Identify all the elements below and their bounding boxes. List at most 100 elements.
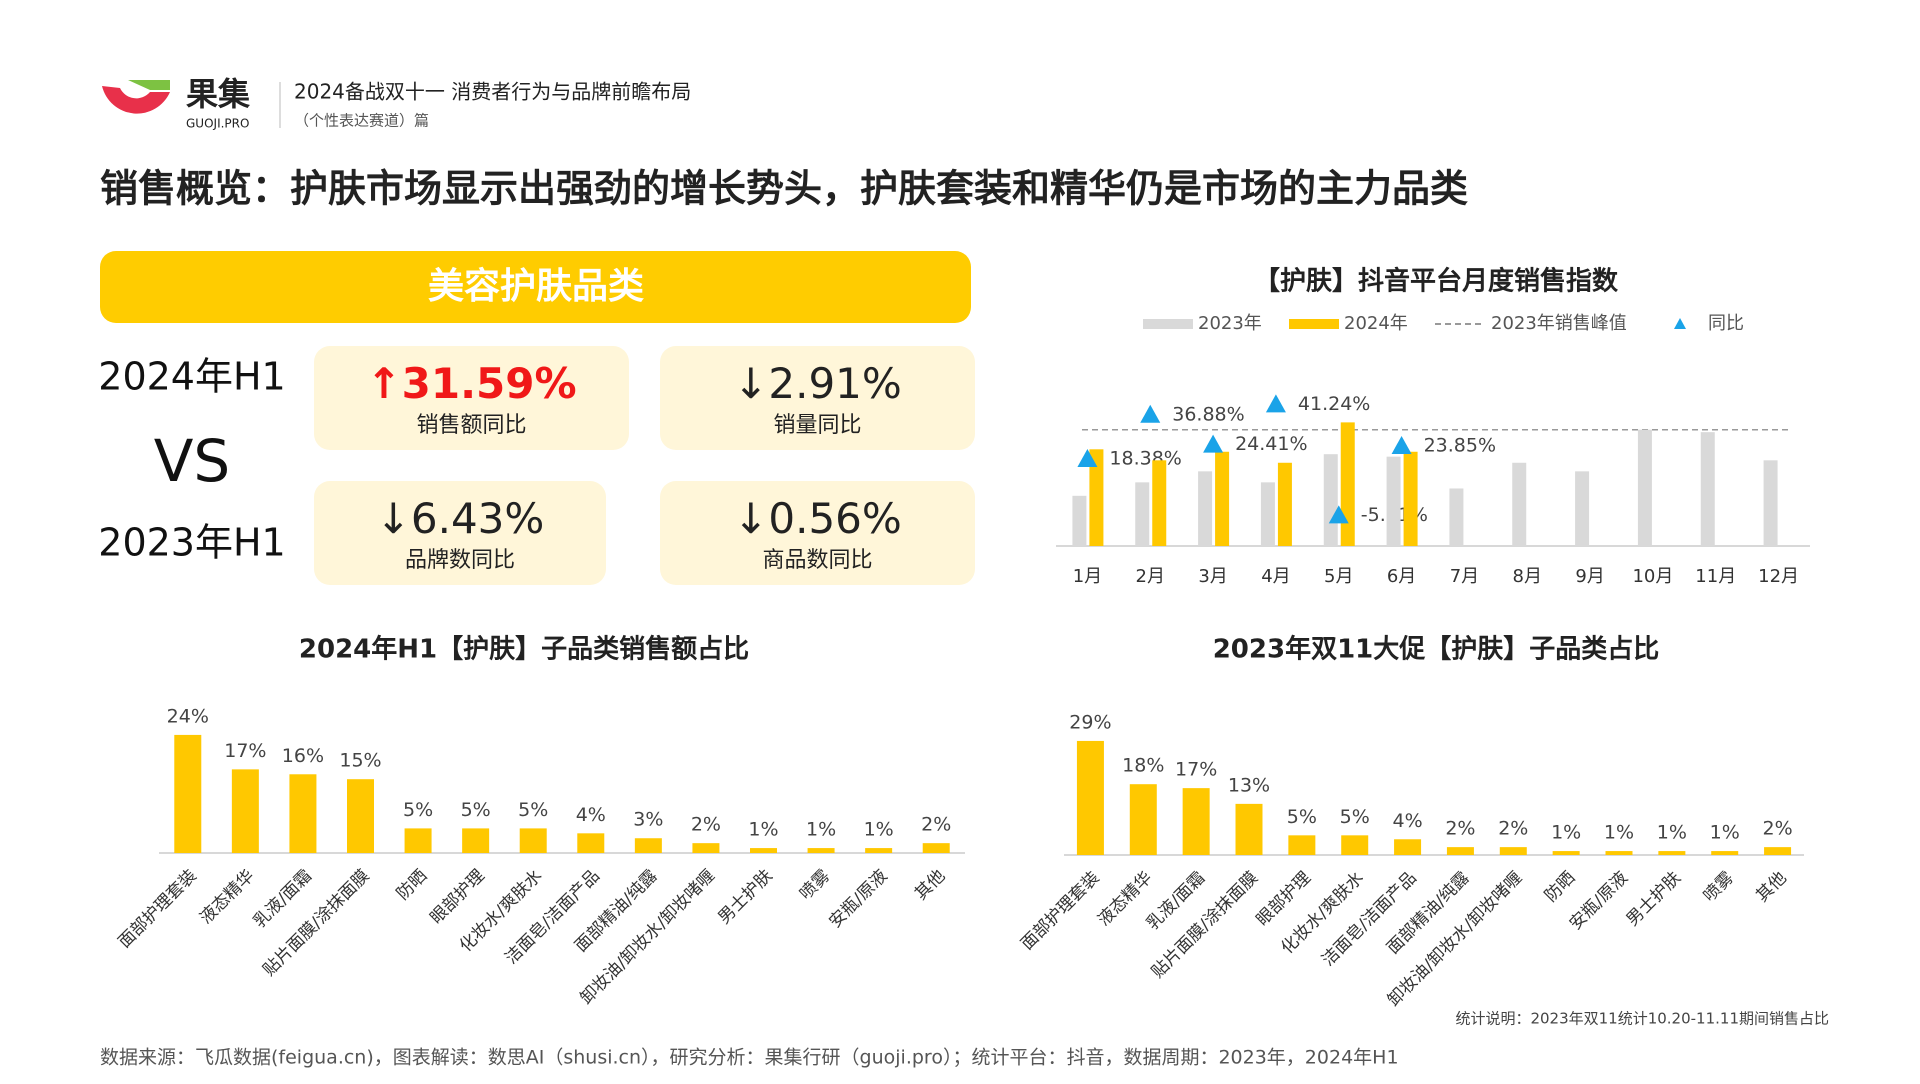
data-label: 4% xyxy=(1392,810,1422,832)
x-tick-label: 5月 xyxy=(1324,566,1353,587)
data-label: 41.24% xyxy=(1298,393,1370,415)
x-tick-label: 防晒 xyxy=(393,866,431,904)
chart-note: 统计说明：2023年双11统计10.20-11.11期间销售占比 xyxy=(1455,1010,1829,1028)
kpi-number: 2.91% xyxy=(768,359,901,408)
data-label: 1% xyxy=(864,819,894,841)
logo-leaf xyxy=(128,80,170,90)
data-label: 24% xyxy=(167,705,209,727)
data-label: 24.41% xyxy=(1235,433,1307,455)
logo-sub: GUOJI.PRO xyxy=(186,117,249,131)
x-tick-label: 男士护肤 xyxy=(714,866,776,928)
data-label: 18% xyxy=(1122,755,1164,777)
bar xyxy=(634,838,662,853)
data-label: 5% xyxy=(461,799,491,821)
bar xyxy=(1235,803,1263,855)
bar xyxy=(1763,460,1778,546)
bar xyxy=(1658,851,1686,855)
x-tick-label: 2月 xyxy=(1136,566,1165,587)
bar xyxy=(577,833,605,853)
period-b: 2023年H1 xyxy=(98,521,285,565)
bar xyxy=(1499,847,1527,855)
bar xyxy=(1403,451,1418,546)
x-tick-label: 9月 xyxy=(1575,566,1604,587)
bar xyxy=(865,848,893,853)
kpi-number: 0.56% xyxy=(768,494,901,543)
bar xyxy=(1605,851,1633,855)
banner-text: 美容护肤品类 xyxy=(428,266,644,307)
data-label: 2% xyxy=(691,814,721,836)
legend-label: 2023年销售峰值 xyxy=(1491,313,1627,334)
data-label: 36.88% xyxy=(1172,403,1244,425)
bar xyxy=(404,828,432,853)
data-label: 16% xyxy=(282,745,324,767)
kpi-label: 销量同比 xyxy=(773,413,861,438)
legend-swatch xyxy=(1674,318,1686,329)
bar xyxy=(174,734,202,853)
bar xyxy=(692,843,720,853)
bar xyxy=(289,774,317,853)
bar xyxy=(1394,839,1422,855)
legend-swatch xyxy=(1143,319,1193,329)
x-tick-label: 安瓶/原液 xyxy=(825,866,891,932)
data-label: 5% xyxy=(1340,806,1370,828)
chart-title: 2024年H1【护肤】子品类销售额占比 xyxy=(299,634,749,665)
x-tick-label: 1月 xyxy=(1073,566,1102,587)
x-tick-label: 防晒 xyxy=(1541,868,1579,906)
x-tick-label: 3月 xyxy=(1198,566,1227,587)
kpi-label: 商品数同比 xyxy=(762,548,872,573)
report-title: 2024备战双十一 消费者行为与品牌前瞻布局 xyxy=(294,80,691,104)
bar xyxy=(1152,460,1167,546)
bar xyxy=(1637,429,1652,546)
logo-text: 果集 xyxy=(186,75,250,113)
kpi-value: ↓2.91% xyxy=(733,359,902,408)
kpi-number: 6.43% xyxy=(411,494,544,543)
data-label: 13% xyxy=(1228,774,1270,796)
chart-title: 2023年双11大促【护肤】子品类占比 xyxy=(1213,634,1660,665)
legend-swatch xyxy=(1289,319,1339,329)
data-label: 1% xyxy=(806,819,836,841)
banner xyxy=(100,251,971,323)
kpi-arrow: ↓ xyxy=(733,359,768,408)
bar xyxy=(462,828,490,853)
kpi-number: 31.59% xyxy=(402,359,577,408)
data-label: 15% xyxy=(339,750,381,772)
legend-label: 2023年 xyxy=(1198,313,1262,334)
yoy-marker xyxy=(1391,435,1412,454)
bar xyxy=(1288,835,1316,855)
data-label: 2% xyxy=(921,814,951,836)
bar xyxy=(1135,482,1150,546)
bar xyxy=(1129,784,1157,855)
kpi-label: 品牌数同比 xyxy=(405,548,515,573)
logo-mark xyxy=(102,86,170,114)
bar xyxy=(750,848,777,853)
kpi-card xyxy=(314,481,606,585)
bar xyxy=(922,843,950,853)
bar xyxy=(1182,788,1210,855)
data-label: 5% xyxy=(518,799,548,821)
data-label: 5% xyxy=(1287,806,1317,828)
chart-title: 【护肤】抖音平台月度销售指数 xyxy=(1254,266,1619,297)
bar xyxy=(1446,847,1474,855)
legend-label: 同比 xyxy=(1708,313,1744,334)
bar xyxy=(1277,462,1292,546)
data-label: 29% xyxy=(1069,711,1111,733)
bar xyxy=(1215,451,1230,546)
data-label: 2% xyxy=(1498,818,1528,840)
yoy-marker xyxy=(1265,394,1286,413)
x-tick-label: 贴片面膜/涂抹面膜 xyxy=(259,866,373,980)
footer: 数据来源：飞瓜数据(feigua.cn)，图表解读：数思AI（shusi.cn）… xyxy=(100,1047,1399,1069)
x-tick-label: 11月 xyxy=(1695,566,1736,587)
bar xyxy=(1711,851,1739,855)
x-tick-label: 喷雾 xyxy=(1700,868,1738,906)
bar xyxy=(1198,471,1213,546)
data-label: 1% xyxy=(748,819,778,841)
period-a: 2024年H1 xyxy=(98,355,285,399)
bar xyxy=(231,769,259,853)
data-label: 2% xyxy=(1762,818,1792,840)
kpi-arrow: ↓ xyxy=(733,494,768,543)
kpi-card xyxy=(660,481,975,585)
kpi-arrow: ↑ xyxy=(366,359,401,408)
bar xyxy=(1341,835,1369,855)
x-tick-label: 8月 xyxy=(1513,566,1542,587)
